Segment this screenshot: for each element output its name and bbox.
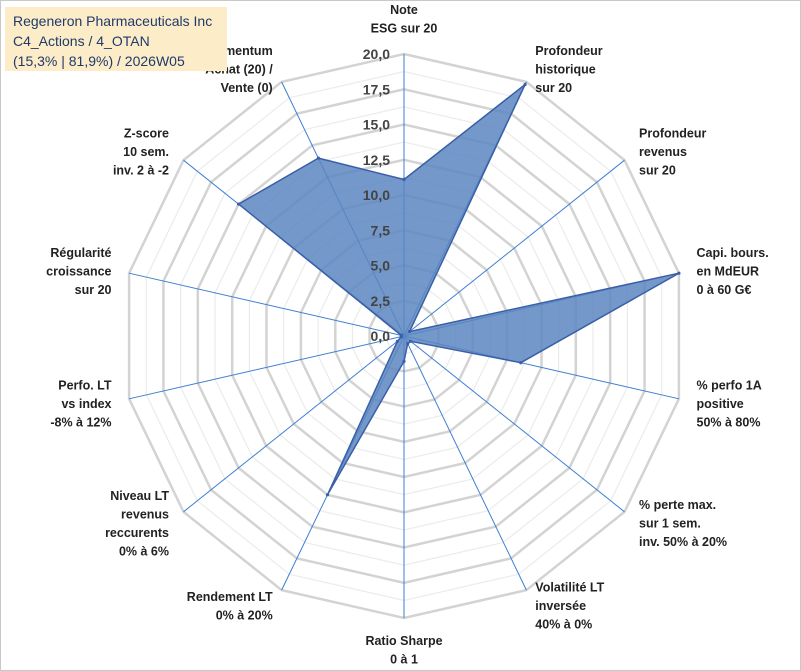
axis-label-5: % perte max. sur 1 sem. inv. 50% à 20% xyxy=(639,498,727,549)
axis-labels: Note ESG sur 20 Profondeur historique sur 20… xyxy=(46,3,769,667)
axis-label-7: Ratio Sharpe 0 à 1 xyxy=(365,634,442,667)
axis-label-10: Perfo. LT vs index -8% à 12% xyxy=(50,379,112,430)
tick-label: 5,0 xyxy=(371,258,391,274)
data-point-12 xyxy=(237,202,241,206)
tick-label: 15,0 xyxy=(363,117,390,133)
spoke-2 xyxy=(403,159,625,337)
title-category: C4_Actions / 4_OTAN xyxy=(13,33,150,49)
axis-label-8: Rendement LT 0% à 20% xyxy=(187,590,273,623)
tick-label: 12,5 xyxy=(363,152,390,168)
tick-label: 17,5 xyxy=(363,81,390,97)
tick-label: 0,0 xyxy=(371,328,391,344)
title-company: Regeneron Pharmaceuticals Inc xyxy=(13,13,213,29)
chart-title-box: Regeneron Pharmaceuticals Inc C4_Actions… xyxy=(5,7,227,71)
spoke-11 xyxy=(128,272,405,337)
tick-label: 7,5 xyxy=(371,222,391,238)
data-point-13 xyxy=(316,156,320,160)
tick-label: 10,0 xyxy=(363,187,390,203)
spoke-5 xyxy=(403,335,625,513)
data-point-0 xyxy=(402,177,406,182)
data-point-4 xyxy=(519,361,523,365)
title-stats: (15,3% | 81,9%) / 2026W05 xyxy=(13,53,185,69)
data-point-9 xyxy=(395,339,399,343)
radial-tick-labels: 0,0 2,5 5,0 7,5 10,0 12,5 15,0 17,5 20,0 xyxy=(363,46,390,344)
radar-series xyxy=(237,82,681,497)
axis-label-4: % perfo 1A positive 50% à 80% xyxy=(697,379,762,430)
tick-label: 2,5 xyxy=(371,293,391,309)
tick-label: 20,0 xyxy=(363,46,390,62)
data-point-7 xyxy=(402,359,406,363)
data-point-1 xyxy=(523,82,527,87)
axis-label-3: Capi. bours. en MdEUR 0 à 60 G€ xyxy=(697,246,769,297)
axis-label-9: Niveau LT revenus reccurents 0% à 6% xyxy=(105,489,169,559)
data-point-6 xyxy=(406,342,410,346)
axis-label-0: Note ESG sur 20 xyxy=(371,3,438,36)
spoke-10 xyxy=(128,335,405,400)
data-point-3 xyxy=(677,271,681,275)
axis-label-6: Volatilité LT inversée 40% à 0% xyxy=(535,581,604,632)
spoke-6 xyxy=(403,335,527,591)
spoke-9 xyxy=(183,335,405,513)
axis-label-1: Profondeur historique sur 20 xyxy=(535,44,602,95)
data-point-8 xyxy=(325,493,330,497)
data-point-2 xyxy=(407,330,412,334)
axis-label-11: Régularité croissance sur 20 xyxy=(46,246,111,297)
data-point-11 xyxy=(399,333,403,337)
axis-label-2: Profondeur revenus sur 20 xyxy=(639,127,706,178)
axis-label-12: Z-score 10 sem. inv. 2 à -2 xyxy=(113,127,169,178)
data-point-5 xyxy=(409,339,413,343)
